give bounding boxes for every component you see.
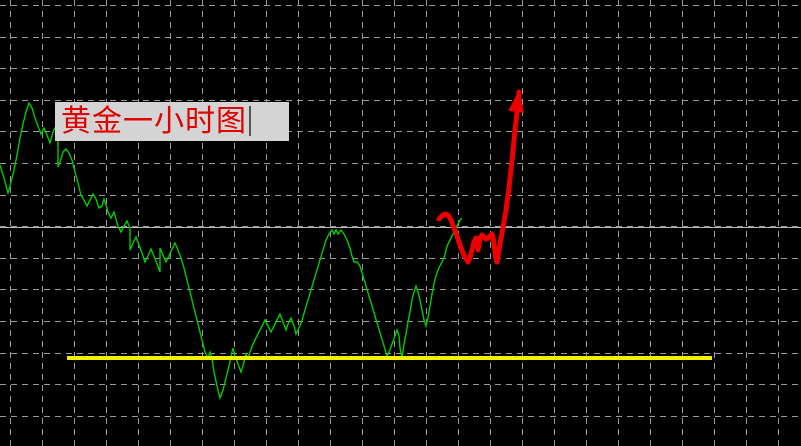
- text-caret-icon: [249, 106, 251, 136]
- annotation-label: 黄金一小时图: [61, 104, 247, 139]
- forecast-squiggle: [436, 89, 522, 265]
- annotation-textbox[interactable]: 黄金一小时图: [55, 102, 289, 141]
- price-line-series: [0, 101, 463, 401]
- forecast-arrow-head: [508, 90, 525, 113]
